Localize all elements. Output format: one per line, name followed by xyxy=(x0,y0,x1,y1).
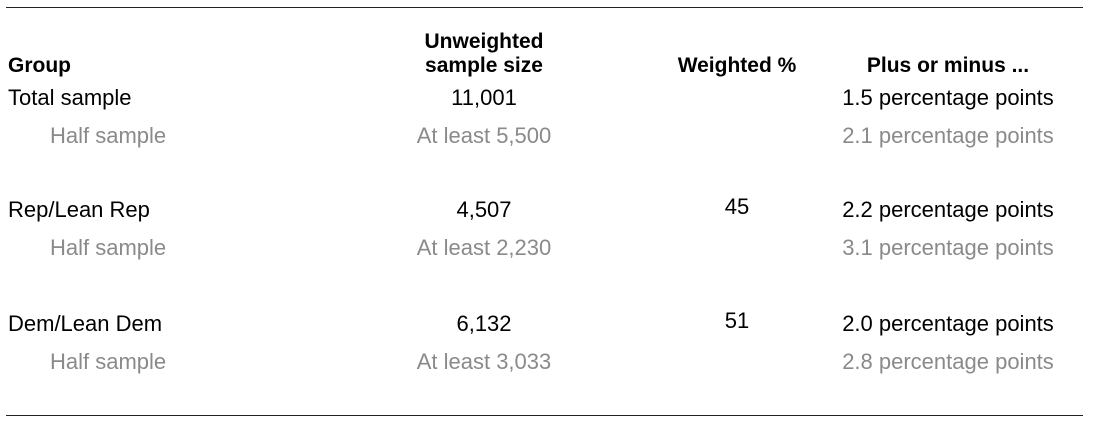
half-sample-size: At least 3,033 xyxy=(416,349,552,374)
header-unweighted-line2: sample size xyxy=(425,54,543,77)
row-weighted-percent: 51 xyxy=(724,308,750,333)
header-group: Group xyxy=(8,54,71,77)
header-unweighted-line1: Unweighted xyxy=(424,30,544,53)
row-margin-of-error: 2.2 percentage points xyxy=(842,197,1054,222)
row-margin-of-error: 1.5 percentage points xyxy=(842,85,1054,110)
bottom-rule xyxy=(6,415,1083,416)
half-sample-size: At least 5,500 xyxy=(416,123,552,148)
top-rule xyxy=(6,7,1083,8)
row-sample-size: 11,001 xyxy=(451,85,517,110)
half-sample-margin-of-error: 2.8 percentage points xyxy=(842,349,1054,374)
header-weighted: Weighted % xyxy=(677,54,797,77)
row-group-label: Total sample xyxy=(8,85,132,110)
half-sample-label: Half sample xyxy=(50,349,167,374)
header-plus-or-minus: Plus or minus ... xyxy=(866,54,1030,77)
row-group-label: Rep/Lean Rep xyxy=(8,197,150,222)
row-weighted-percent: 45 xyxy=(724,194,750,219)
half-sample-margin-of-error: 3.1 percentage points xyxy=(842,235,1054,260)
row-sample-size: 6,132 xyxy=(456,311,512,336)
row-group-label: Dem/Lean Dem xyxy=(8,311,163,336)
row-sample-size: 4,507 xyxy=(456,197,512,222)
row-margin-of-error: 2.0 percentage points xyxy=(842,311,1054,336)
half-sample-margin-of-error: 2.1 percentage points xyxy=(842,123,1054,148)
half-sample-label: Half sample xyxy=(50,235,167,260)
half-sample-label: Half sample xyxy=(50,123,167,148)
header-unweighted-sample-size: Unweighted sample size xyxy=(384,30,584,78)
half-sample-size: At least 2,230 xyxy=(416,235,552,260)
